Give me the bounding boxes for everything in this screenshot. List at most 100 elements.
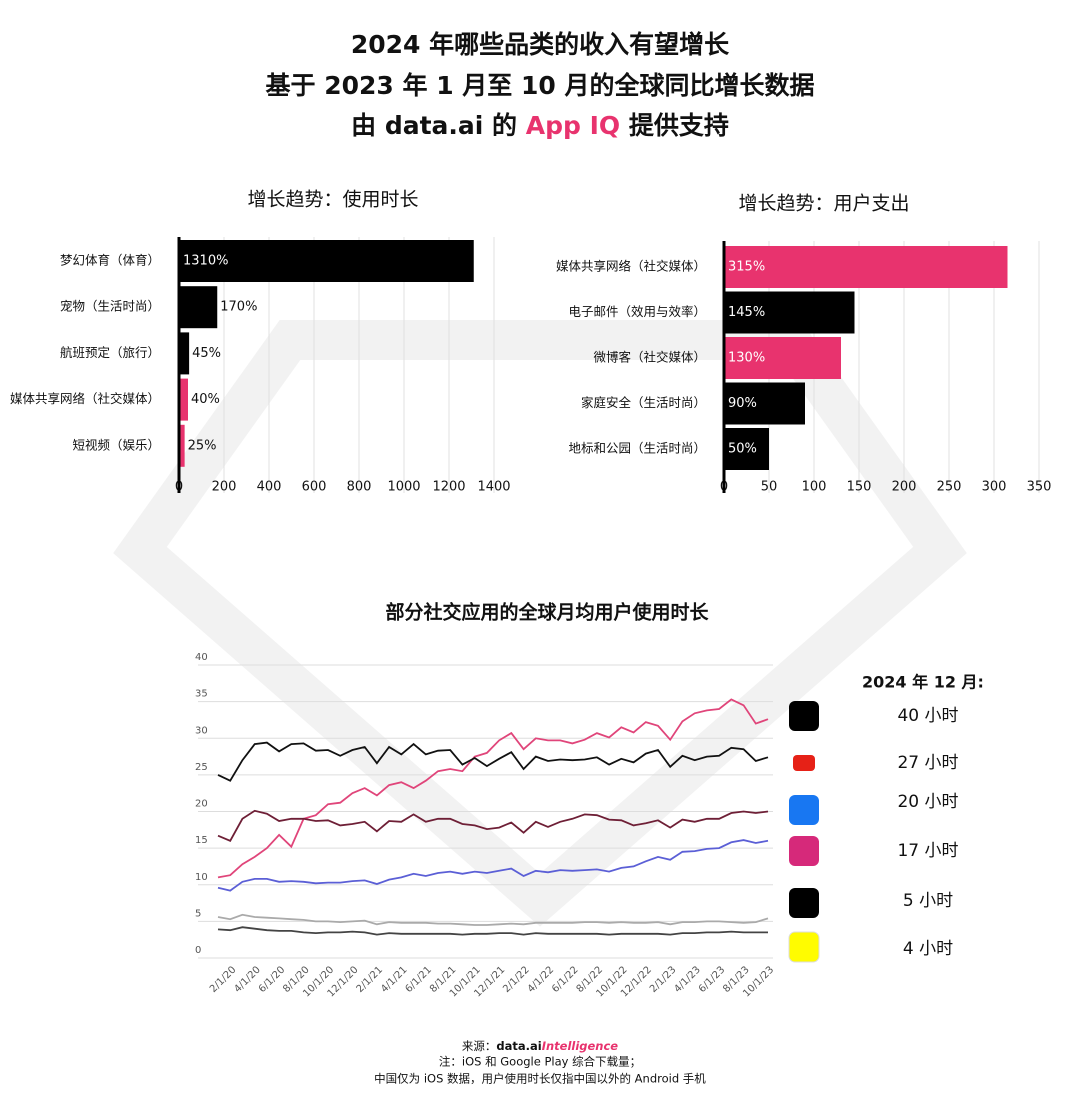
bar [724,291,855,334]
bar [724,246,1008,288]
y-tick-label: 25 [195,762,208,773]
x-tick-label: 4/1/21 [379,964,410,995]
source-brand: data.ai [496,1039,541,1053]
chart-title: 部分社交应用的全球月均用户使用时长 [385,601,709,624]
panel-title: 2024 年 12 月: [862,673,984,692]
diamond [113,320,967,927]
category-label: 媒体共享网络（社交媒体） [10,391,160,406]
x-tick-label: 200 [212,480,237,495]
brand: data.ai [385,111,484,140]
category-label: 微博客（社交媒体） [593,350,706,365]
value-label: 130% [728,351,765,366]
app-icon [788,931,820,963]
category-label: 电子邮件（效用与效率） [568,304,706,319]
chart-title: 增长趋势：使用时长 [247,189,418,211]
bar [179,424,185,467]
panel-value: 17 小时 [897,841,958,861]
panel-value: 27 小时 [897,753,958,773]
credit: 由 data.ai 的 App IQ 提供支持 [351,111,729,140]
panel-value: 40 小时 [897,706,958,726]
x-tick-label: 150 [847,480,872,495]
bar [179,286,218,329]
x-tick-label: 2/1/23 [648,964,679,995]
category-label: 梦幻体育（体育） [60,253,160,268]
value-label: 1310% [183,254,228,269]
watermark [113,320,967,927]
x-tick-label: 800 [347,480,372,495]
value-label: 40% [191,392,220,407]
bar [724,337,841,379]
x-tick-label: 400 [257,480,282,495]
y-tick-label: 5 [195,908,201,919]
chart-title: 增长趋势：用户支出 [738,193,909,215]
series-line [217,741,769,782]
x-tick-label: 1200 [432,480,465,495]
x-tick-label: 250 [937,480,962,495]
x-tick-label: 6/1/21 [403,964,434,995]
x-tick-label: 2/1/21 [355,964,386,995]
x-tick-label: 50 [761,480,778,495]
x-tick-label: 100 [802,480,827,495]
value-label: 145% [728,305,765,320]
note: 注：iOS 和 Google Play 综合下载量； [439,1055,641,1069]
x-tick-label: 4/1/22 [526,964,557,995]
x-tick-label: 6/1/20 [257,964,288,995]
bar [179,378,188,421]
y-tick-label: 15 [195,835,208,846]
x-tick-label: 1000 [387,480,420,495]
panel-value: 4 小时 [903,939,953,959]
credit-text: 的 [483,111,525,140]
series-line [217,913,769,926]
bar [724,428,769,470]
category-label: 家庭安全（生活时尚） [581,395,706,410]
y-tick-label: 0 [195,945,201,956]
x-tick-label: 350 [1027,480,1052,495]
series-line [217,926,768,936]
product: App IQ [526,111,620,140]
category-label: 宠物（生活时尚） [60,299,160,314]
subtitle: 基于 2023 年 1 月至 10 月的全球同比增长数据 [266,71,815,100]
y-tick-label: 40 [195,652,208,663]
source-product: Intelligence [542,1039,619,1053]
y-tick-label: 20 [195,799,208,810]
note: 中国仅为 iOS 数据，用户使用时长仅指中国以外的 Android 手机 [374,1072,706,1086]
y-tick-label: 35 [195,689,208,700]
app-icon [789,795,819,825]
app-icon-mark [793,755,815,771]
x-tick-label: 300 [982,480,1007,495]
app-icon [789,836,819,866]
series-line [217,809,769,842]
x-tick-label: 600 [302,480,327,495]
source: 来源：data.aiIntelligence [462,1039,618,1053]
bar [179,332,190,375]
bar [179,240,474,282]
value-label: 315% [728,260,765,275]
category-label: 航班预定（旅行） [60,345,160,360]
panel-value: 5 小时 [903,891,953,911]
source-label: 来源： [462,1039,497,1053]
series-line [217,839,769,892]
credit-text: 提供支持 [620,111,729,140]
x-tick-label: 6/1/23 [697,964,728,995]
x-tick-label: 1400 [477,480,510,495]
credit-text: 由 [351,111,385,140]
app-icon [789,888,819,918]
value-label: 170% [220,300,257,315]
x-tick-label: 6/1/22 [550,964,581,995]
panel-value: 20 小时 [897,792,958,812]
x-tick-label: 200 [892,480,917,495]
value-label: 45% [192,346,221,361]
y-tick-label: 30 [195,725,208,736]
value-label: 50% [728,442,757,457]
series-line [217,698,769,879]
x-tick-label: 4/1/23 [672,964,703,995]
category-label: 短视频（娱乐） [72,437,160,452]
bar [724,382,805,425]
category-label: 地标和公园（生活时尚） [568,441,706,456]
x-tick-label: 2/1/22 [501,964,532,995]
app-icon [789,701,819,731]
category-label: 媒体共享网络（社交媒体） [556,259,706,274]
y-tick-label: 10 [195,872,208,883]
value-label: 25% [188,438,217,453]
